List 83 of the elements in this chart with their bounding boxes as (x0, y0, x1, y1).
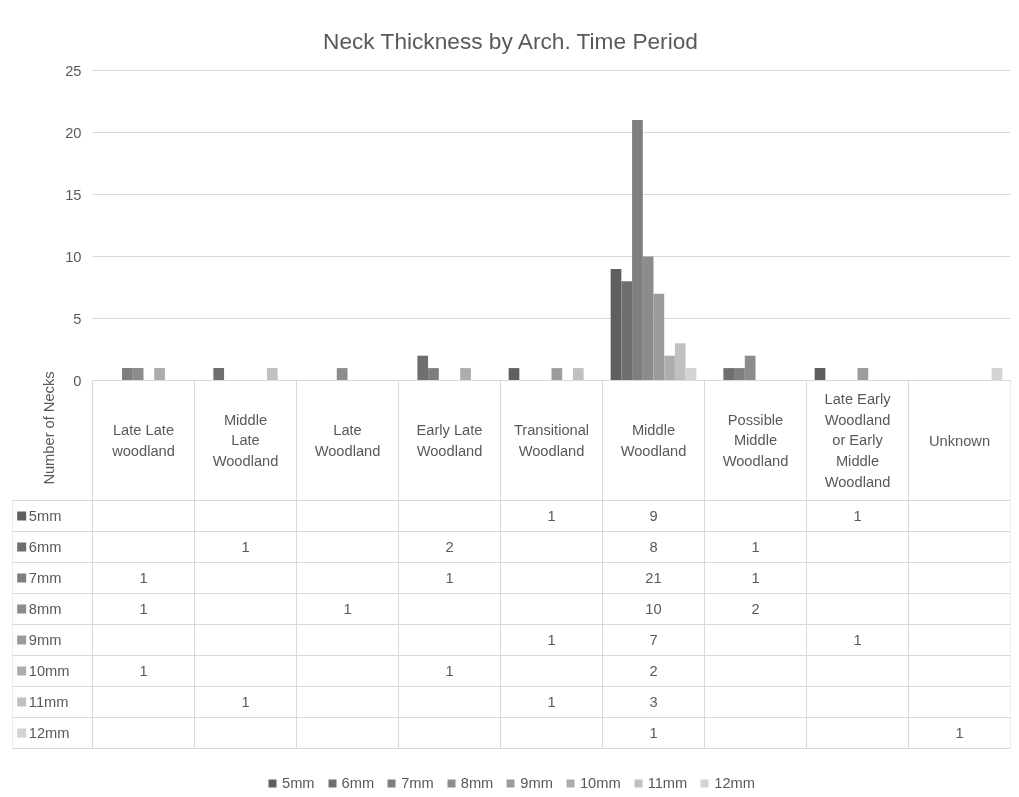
text: 5mm (28, 508, 62, 524)
bar (551, 368, 563, 381)
bar (122, 368, 133, 381)
data-label: 9 (649, 508, 658, 524)
x-tick-label: Early Late Woodland (416, 422, 483, 459)
data-label: 2 (751, 601, 760, 617)
data-label: 1 (241, 539, 250, 555)
x-tick-label: Middle Late Woodland (212, 411, 279, 470)
y-tick-label: 15 (65, 186, 82, 203)
bar (857, 368, 869, 381)
text: 12mm (28, 725, 70, 741)
y-tick-label: 10 (65, 248, 82, 265)
data-label: 1 (139, 570, 148, 586)
y-tick-label: 0 (73, 372, 82, 389)
text: 11mm (647, 775, 688, 791)
y-axis-title: Number of Necks (41, 371, 58, 485)
x-tick-label: Late Late woodland (111, 422, 175, 459)
text: 10mm (579, 775, 621, 791)
text: 8mm (460, 775, 494, 791)
bar (428, 368, 439, 381)
bar (674, 343, 686, 381)
data-label: 21 (645, 570, 662, 586)
bar (213, 368, 225, 381)
bar (734, 368, 745, 381)
legend-label: 9mm (520, 775, 553, 791)
legend-label: 12mm (714, 775, 755, 791)
bar (572, 368, 584, 381)
data-label: 1 (955, 725, 964, 741)
data-label: 10 (645, 601, 662, 617)
data-label: 2 (445, 539, 454, 555)
legend-label: 7mm (28, 570, 62, 586)
bar (621, 281, 633, 381)
data-label: 3 (649, 694, 658, 710)
data-label: 1 (139, 663, 148, 679)
text: 6mm (341, 775, 375, 791)
x-tick-label: Transitional Woodland (513, 422, 590, 459)
y-tick-label: 5 (73, 310, 82, 327)
bar (417, 355, 429, 381)
y-tick-label: 25 (65, 62, 82, 79)
data-label: 1 (445, 663, 454, 679)
y-tick-label: 20 (65, 124, 82, 141)
data-label: 1 (241, 694, 250, 710)
bar (814, 368, 826, 381)
data-label: 1 (853, 632, 862, 648)
x-tick-label: Late Woodland (314, 422, 381, 459)
text: 7mm (401, 775, 434, 791)
bar (266, 368, 278, 381)
data-label: 8 (649, 539, 658, 555)
bar (642, 256, 654, 381)
legend-label: 10mm (28, 663, 70, 679)
bar (744, 355, 756, 381)
legend-label: 8mm (28, 601, 62, 617)
bar (664, 355, 675, 381)
x-tick-label: Possible Middle Woodland (722, 411, 789, 470)
legend-label: 5mm (282, 775, 315, 791)
data-label: 1 (139, 601, 148, 617)
data-label: 7 (649, 632, 658, 648)
x-tick-label: Middle Woodland (620, 422, 687, 459)
bar (653, 293, 665, 381)
x-tick-label: Late Early Woodland or Early Middle Woodland (824, 390, 892, 491)
bar (723, 368, 735, 381)
data-label: 1 (547, 508, 556, 524)
text: 9mm (28, 632, 62, 648)
data-label: 1 (343, 601, 352, 617)
bar (632, 120, 643, 381)
legend-label: 6mm (28, 539, 62, 555)
bar (460, 368, 471, 381)
data-label: 1 (547, 694, 556, 710)
data-label: 1 (649, 725, 658, 741)
bar (508, 368, 520, 381)
chart-title: Neck Thickness by Arch. Time Period (323, 27, 698, 54)
data-label: 1 (751, 539, 760, 555)
data-label: 1 (751, 570, 760, 586)
bar (336, 368, 348, 381)
data-label: 1 (853, 508, 862, 524)
legend-label: 11mm (28, 694, 69, 710)
bar (154, 368, 165, 381)
bar (610, 268, 622, 381)
data-label: 1 (445, 570, 454, 586)
x-tick-label: Unknown (928, 432, 991, 449)
data-label: 1 (547, 632, 556, 648)
bar (132, 368, 144, 381)
data-label: 2 (649, 663, 658, 679)
